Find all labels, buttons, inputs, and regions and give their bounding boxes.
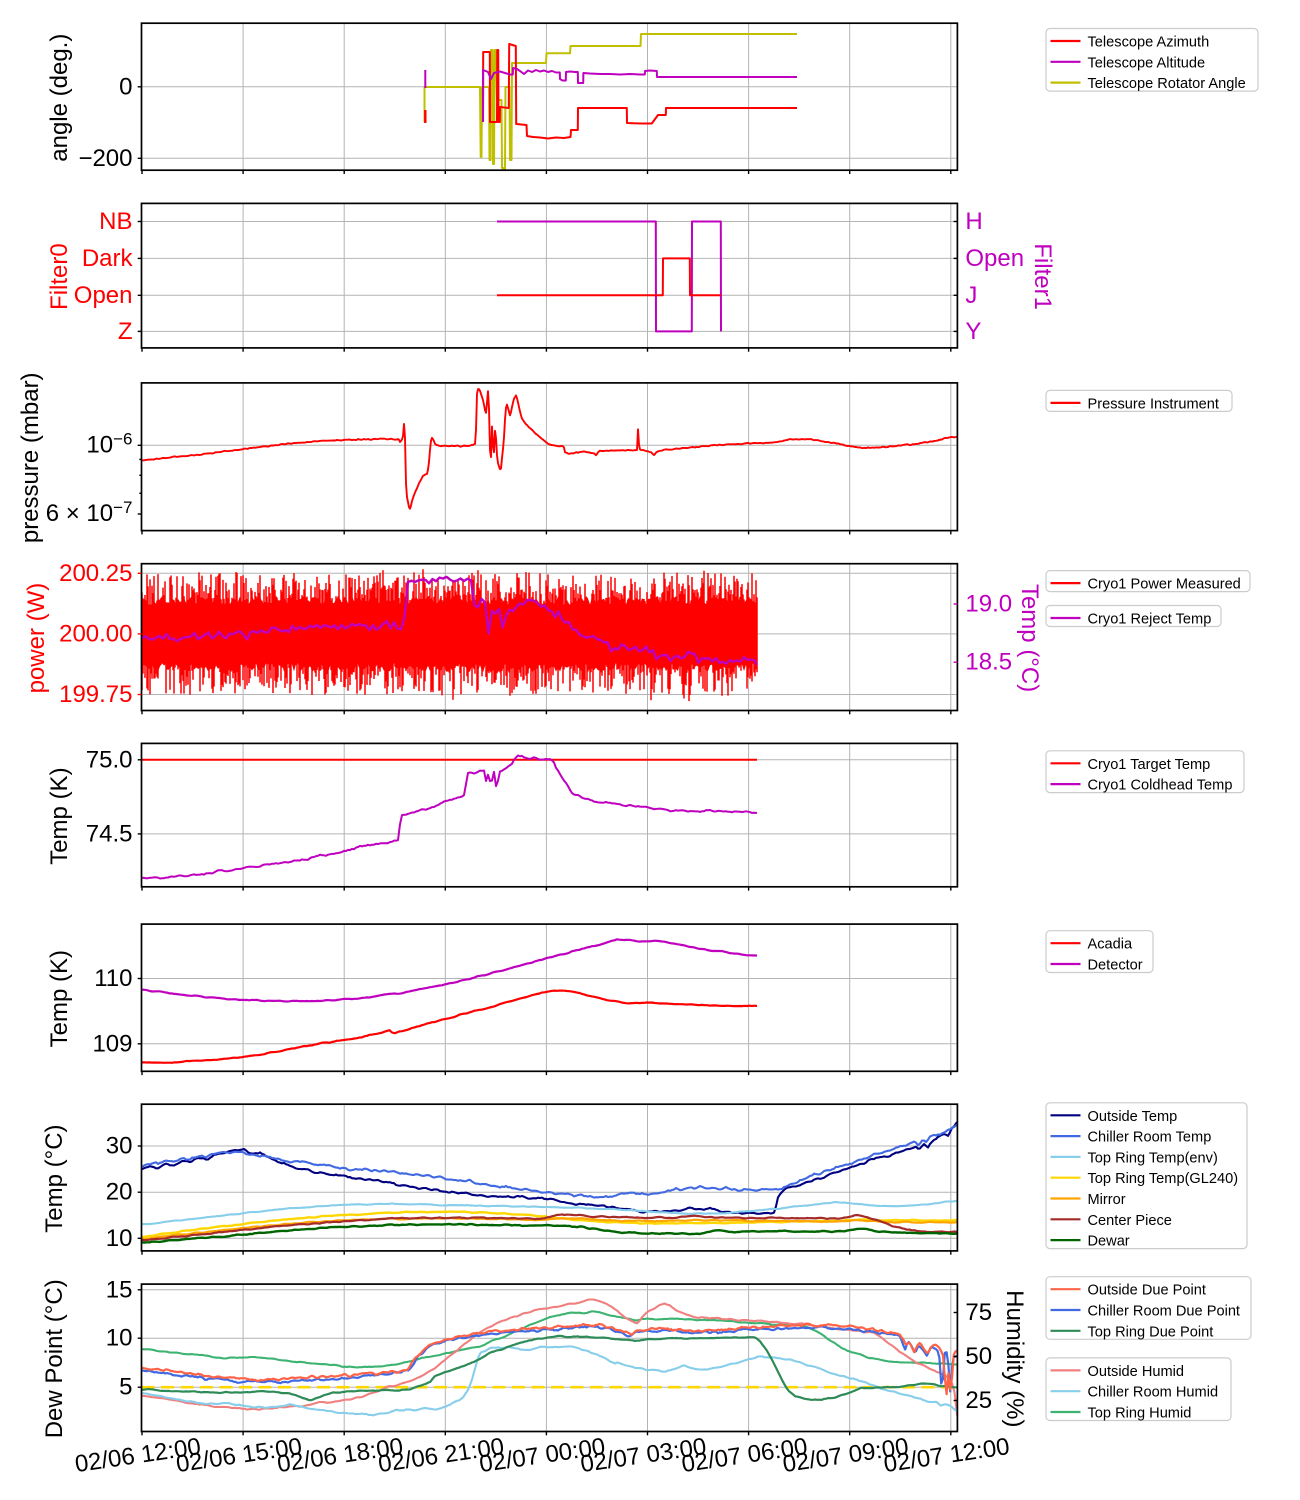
svg-text:Temp (°C): Temp (°C) <box>41 1124 68 1232</box>
svg-text:Chiller Room Humid: Chiller Room Humid <box>1088 1385 1219 1401</box>
svg-text:30: 30 <box>106 1133 133 1160</box>
svg-text:Temp (K): Temp (K) <box>46 767 73 864</box>
svg-text:Cryo1 Reject Temp: Cryo1 Reject Temp <box>1088 612 1212 628</box>
svg-text:Detector: Detector <box>1088 958 1143 974</box>
svg-text:pressure (mbar): pressure (mbar) <box>17 372 44 543</box>
svg-text:15: 15 <box>106 1276 133 1303</box>
svg-text:75: 75 <box>965 1299 992 1326</box>
svg-text:H: H <box>965 208 982 235</box>
svg-text:−200: −200 <box>78 145 132 172</box>
svg-text:Filter1: Filter1 <box>1029 243 1056 310</box>
svg-text:Top Ring Due Point: Top Ring Due Point <box>1088 1324 1214 1340</box>
svg-text:75.0: 75.0 <box>86 746 133 773</box>
svg-text:J: J <box>965 282 977 309</box>
svg-text:Cryo1 Target Temp: Cryo1 Target Temp <box>1088 757 1211 773</box>
svg-text:Cryo1 Power Measured: Cryo1 Power Measured <box>1088 577 1241 593</box>
svg-text:Telescope Azimuth: Telescope Azimuth <box>1088 35 1210 51</box>
svg-text:10: 10 <box>106 1325 133 1352</box>
svg-text:Cryo1 Coldhead Temp: Cryo1 Coldhead Temp <box>1088 778 1233 794</box>
svg-text:Y: Y <box>965 318 981 345</box>
svg-text:angle (deg.): angle (deg.) <box>46 34 73 162</box>
svg-text:74.5: 74.5 <box>86 820 133 847</box>
svg-text:Temp (K): Temp (K) <box>46 950 73 1047</box>
svg-text:Outside Temp: Outside Temp <box>1088 1109 1178 1125</box>
svg-text:Outside Humid: Outside Humid <box>1088 1364 1185 1380</box>
svg-text:Mirror: Mirror <box>1088 1192 1126 1208</box>
svg-text:Top Ring Humid: Top Ring Humid <box>1088 1406 1192 1422</box>
svg-text:Filter0: Filter0 <box>46 243 73 310</box>
svg-text:Dewar: Dewar <box>1088 1234 1130 1250</box>
svg-text:Dew Point (°C): Dew Point (°C) <box>41 1279 68 1438</box>
svg-text:Center Piece: Center Piece <box>1088 1213 1172 1229</box>
svg-text:Top Ring Temp(GL240): Top Ring Temp(GL240) <box>1088 1171 1239 1187</box>
svg-text:199.75: 199.75 <box>59 681 132 708</box>
svg-text:Z: Z <box>118 318 133 345</box>
svg-text:109: 109 <box>92 1030 132 1057</box>
svg-text:200.00: 200.00 <box>59 620 132 647</box>
svg-text:10: 10 <box>106 1225 133 1252</box>
svg-text:110: 110 <box>94 965 132 992</box>
svg-text:Temp (°C): Temp (°C) <box>1016 584 1043 692</box>
svg-text:Top Ring Temp(env): Top Ring Temp(env) <box>1088 1150 1218 1166</box>
svg-text:Pressure Instrument: Pressure Instrument <box>1088 396 1219 412</box>
svg-text:50: 50 <box>965 1343 992 1370</box>
svg-text:Acadia: Acadia <box>1088 937 1134 953</box>
svg-text:NB: NB <box>99 208 132 235</box>
svg-text:20: 20 <box>106 1179 133 1206</box>
svg-text:5: 5 <box>119 1374 132 1401</box>
svg-text:Outside Due Point: Outside Due Point <box>1088 1283 1206 1299</box>
svg-text:Dark: Dark <box>82 245 134 272</box>
svg-text:0: 0 <box>119 73 132 100</box>
svg-text:200.25: 200.25 <box>59 560 132 587</box>
svg-text:power (W): power (W) <box>23 583 50 694</box>
svg-text:19.0: 19.0 <box>965 591 1012 618</box>
svg-text:Open: Open <box>965 245 1024 272</box>
svg-text:18.5: 18.5 <box>965 649 1012 676</box>
svg-text:Telescope Altitude: Telescope Altitude <box>1088 55 1206 71</box>
svg-text:Telescope Rotator Angle: Telescope Rotator Angle <box>1088 76 1246 92</box>
svg-text:Chiller Room Temp: Chiller Room Temp <box>1088 1130 1212 1146</box>
svg-text:Open: Open <box>74 282 133 309</box>
svg-text:25: 25 <box>965 1387 992 1414</box>
svg-text:Humidity (%): Humidity (%) <box>1001 1290 1028 1427</box>
svg-text:Chiller Room Due Point: Chiller Room Due Point <box>1088 1304 1241 1320</box>
